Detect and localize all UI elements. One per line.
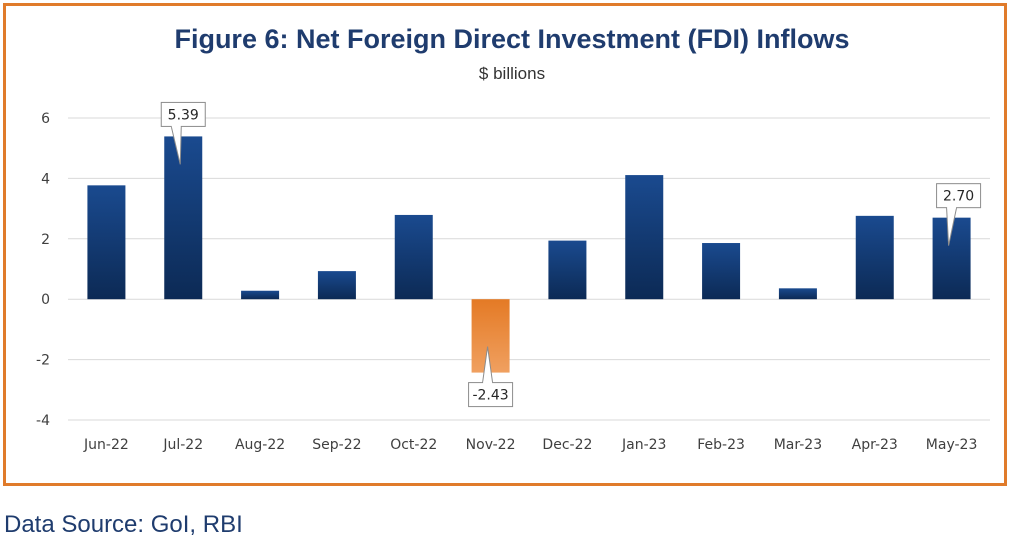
x-tick-label: Dec-22 [542,437,592,453]
bar-jun-22 [87,185,126,300]
x-tick-label: Mar-23 [774,437,822,453]
bar-aug-22 [241,290,280,300]
bar-dec-22 [548,240,587,300]
data-label: 5.39 [168,107,199,123]
y-tick-label: -2 [36,353,50,369]
x-tick-label: Apr-23 [852,437,898,453]
callout-box [160,101,206,127]
callout-box [468,382,514,408]
bar-oct-22 [394,214,433,300]
data-label: -2.43 [472,388,508,404]
data-source-note: Data Source: GoI, RBI [4,511,243,538]
x-tick-label: Sep-22 [312,437,361,453]
x-tick-label: Oct-22 [390,437,437,453]
x-tick-label: Jul-22 [162,437,203,453]
bar-nov-22 [471,299,510,373]
bar-sep-22 [317,271,356,300]
x-tick-label: Nov-22 [466,437,516,453]
y-tick-label: 2 [41,232,50,248]
y-tick-label: -4 [36,413,50,429]
x-tick-label: Aug-22 [235,437,285,453]
data-label: 2.70 [943,189,974,205]
y-tick-label: 4 [41,171,50,187]
x-tick-label: Jun-22 [83,437,129,453]
chart-title: Figure 6: Net Foreign Direct Investment … [174,24,850,54]
bar-jul-22 [164,136,203,300]
callout-box [936,183,982,209]
x-tick-label: Feb-23 [697,437,745,453]
bar-apr-23 [855,215,894,300]
bar-feb-23 [702,243,741,300]
y-tick-label: 0 [41,292,50,308]
bar-jan-23 [625,175,664,300]
chart-subtitle: $ billions [478,64,546,83]
x-tick-label: May-23 [926,437,978,453]
bar-mar-23 [778,288,817,300]
x-tick-label: Jan-23 [621,437,666,453]
y-tick-label: 6 [41,111,50,127]
